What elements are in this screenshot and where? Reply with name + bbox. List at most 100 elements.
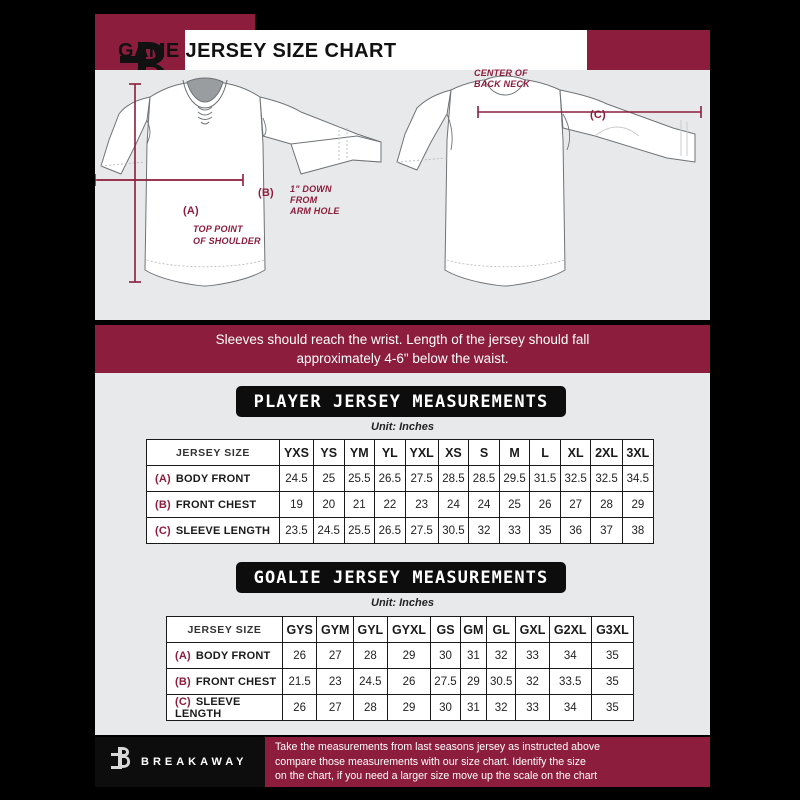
table-row: (C) SLEEVE LENGTH 23.5 24.5 25.5 26.5 27.5 30.5…: [146, 517, 655, 544]
measurement-cell: 27.5: [404, 517, 439, 544]
measurement-cell: 38: [621, 517, 655, 544]
measurement-cell: 26.5: [374, 517, 406, 544]
measurement-cell: 24.5: [353, 668, 388, 695]
measurement-cell: 25.5: [343, 517, 376, 544]
column-header-size: L: [529, 439, 561, 466]
measurement-cell: 29.5: [498, 465, 531, 492]
jersey-illustrations: [95, 70, 710, 320]
fit-note-line-1: Sleeves should reach the wrist. Length o…: [215, 332, 590, 347]
measurement-cell: 26: [281, 694, 318, 721]
measurement-cell: 22: [374, 491, 406, 518]
measurement-cell: 27: [316, 642, 355, 669]
column-header-size: GL: [486, 616, 517, 643]
column-header-size: XL: [559, 439, 592, 466]
measurement-cell: 32.5: [559, 465, 592, 492]
measurement-cell: 25.5: [343, 465, 376, 492]
measurement-cell: 23: [404, 491, 439, 518]
footer-line-3: on the chart, if you need a larger size …: [275, 770, 598, 783]
footer-instructions: Take the measurements from last seasons …: [265, 737, 710, 787]
measurement-cell: 26: [281, 642, 318, 669]
measurement-cell: 20: [312, 491, 345, 518]
column-header-size: G2XL: [548, 616, 592, 643]
table-header-row: JERSEY SIZE YXS YS YM YL YXL XS S M L XL 2XL 3XL: [146, 439, 655, 466]
footer-line-1: Take the measurements from last seasons …: [275, 741, 601, 754]
measurement-cell: 28: [353, 694, 388, 721]
column-header-size: M: [498, 439, 531, 466]
measurement-cell: 32: [468, 517, 500, 544]
measurement-cell: 32.5: [590, 465, 623, 492]
jersey-drawings-svg: [95, 75, 702, 287]
measurement-cell: 29: [386, 694, 432, 721]
annotation-b-text-3: ARM HOLE: [290, 206, 340, 216]
measurement-cell: 23: [316, 668, 355, 695]
fit-note-banner: Sleeves should reach the wrist. Length o…: [95, 325, 710, 373]
measurement-cell: 24: [468, 491, 500, 518]
annotation-b-label: (B): [258, 187, 274, 199]
measurement-cell: 29: [621, 491, 655, 518]
measurement-cell: 32: [486, 694, 517, 721]
measurement-cell: 24.5: [312, 517, 345, 544]
row-tag: (B): [175, 675, 191, 688]
annotation-b-text-2: FROM: [290, 195, 318, 205]
column-header-size: YM: [343, 439, 376, 466]
column-header-size: S: [468, 439, 500, 466]
measurement-cell: 33.5: [548, 668, 592, 695]
measurement-cell: 33: [515, 642, 550, 669]
column-header-size: GS: [430, 616, 461, 643]
measurement-cell: 29: [386, 642, 432, 669]
row-tag: (B): [155, 498, 171, 511]
annotation-c-text-2: BACK NECK: [474, 79, 530, 89]
annotation-a-label: (A): [183, 205, 199, 217]
measurement-cell: 30.5: [486, 668, 517, 695]
measurement-cell: 31.5: [529, 465, 561, 492]
measurement-cell: 27.5: [404, 465, 439, 492]
table-header-row: JERSEY SIZE GYS GYM GYL GYXL GS GM GL GXL G2XL G3X…: [166, 616, 635, 643]
column-header-size: GYM: [316, 616, 355, 643]
measurement-cell: 30.5: [437, 517, 470, 544]
measurement-cell: 25: [498, 491, 531, 518]
footer-brand-block: BREAKAWAY: [95, 737, 265, 787]
column-header-size: GYL: [353, 616, 388, 643]
column-header-size: GXL: [515, 616, 550, 643]
footer-line-2: compare those measurements with our size…: [275, 755, 586, 768]
column-header-size: GM: [459, 616, 488, 643]
measurement-cell: 28: [590, 491, 623, 518]
measurement-cell: 23.5: [279, 517, 314, 544]
top-strip: [0, 14, 800, 30]
column-header-size: 2XL: [590, 439, 623, 466]
row-tag: (A): [155, 472, 171, 485]
measurement-cell: 33: [515, 694, 550, 721]
header-title-plate: [185, 30, 587, 70]
measurement-cell: 19: [279, 491, 314, 518]
measurement-cell: 35: [590, 642, 635, 669]
measurement-cell: 27: [559, 491, 592, 518]
player-table-title: PLAYER JERSEY MEASUREMENTS: [236, 386, 566, 417]
row-tag: (C): [175, 695, 191, 708]
fit-note-line-2: approximately 4-6" below the waist.: [296, 351, 509, 366]
row-label: (A) BODY FRONT: [166, 642, 283, 669]
page-title: GAME JERSEY SIZE CHART: [118, 39, 397, 62]
measurement-cell: 37: [590, 517, 623, 544]
measurement-cell: 25: [312, 465, 345, 492]
column-header-size: 3XL: [621, 439, 655, 466]
measurement-cell: 34.5: [621, 465, 655, 492]
annotation-a-text-2: OF SHOULDER: [193, 236, 261, 246]
measurement-cell: 24.5: [279, 465, 314, 492]
measurement-cell: 35: [590, 668, 635, 695]
measurement-cell: 26: [529, 491, 561, 518]
measurement-cell: 32: [486, 642, 517, 669]
annotation-a-text-1: TOP POINT: [193, 224, 243, 234]
column-header-size: GYXL: [386, 616, 432, 643]
table-row: (A) BODY FRONT 26 27 28 29 30 31 32 33 34 35: [166, 642, 635, 669]
measurement-cell: 34: [548, 694, 592, 721]
measurement-cell: 35: [590, 694, 635, 721]
annotation-b-text-1: 1" DOWN: [290, 184, 332, 194]
measurement-cell: 21.5: [281, 668, 318, 695]
top-strip-accent: [95, 14, 255, 30]
measurement-cell: 31: [459, 694, 488, 721]
measurement-cell: 26: [386, 668, 432, 695]
goalie-table-unit: Unit: Inches: [371, 597, 434, 609]
breakaway-b-logo-icon-footer: [109, 745, 135, 780]
measurement-cell: 29: [459, 668, 488, 695]
